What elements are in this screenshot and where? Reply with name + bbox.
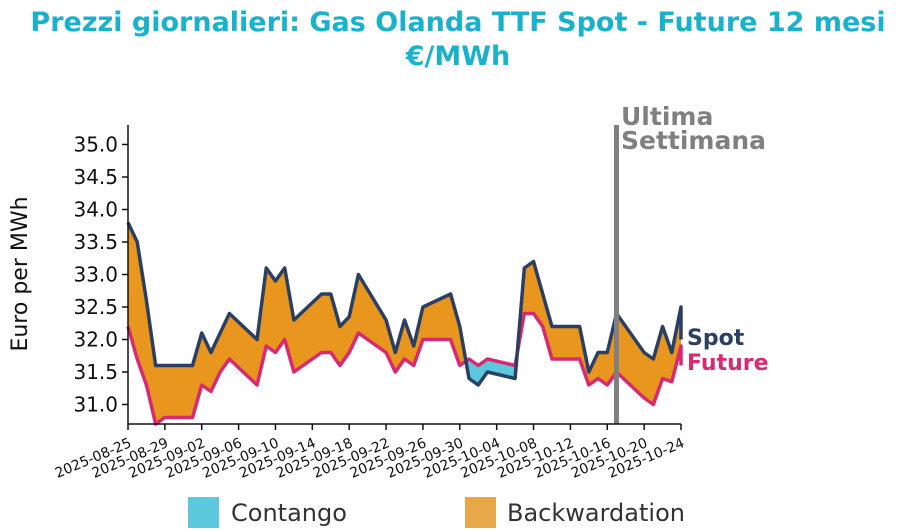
backwardation-area	[128, 222, 466, 424]
ultima-settimana-marker: Ultima Settimana	[613, 102, 766, 424]
y-tick-label: 35.0	[73, 133, 118, 157]
y-tick-label: 33.5	[73, 230, 118, 254]
y-tick-label: 32.0	[73, 328, 118, 352]
marker-label-ultima: Ultima	[621, 102, 713, 131]
legend-label-backwardation: Backwardation	[507, 499, 685, 527]
end-label-spot: Spot	[687, 326, 745, 351]
legend-swatch-backwardation	[465, 497, 496, 528]
future-line	[126, 311, 683, 426]
legend: Contango Backwardation	[188, 497, 685, 528]
legend-label-contango: Contango	[231, 499, 347, 527]
y-tick-label: 34.5	[73, 165, 118, 189]
y-tick-label: 31.5	[73, 360, 118, 384]
y-tick-label: 32.5	[73, 295, 118, 319]
y-tick-label: 34.0	[73, 198, 118, 222]
marker-label-settimana: Settimana	[621, 126, 766, 155]
spot-line	[126, 221, 683, 387]
end-label-future: Future	[687, 351, 769, 376]
area-fills	[128, 222, 681, 424]
y-tick-label: 31.0	[73, 393, 118, 417]
legend-swatch-contango	[188, 497, 219, 528]
series-lines	[126, 221, 683, 426]
axes: 31.031.532.032.533.033.534.034.535.02025…	[53, 125, 687, 482]
y-axis-label: Euro per MWh	[8, 196, 33, 351]
backwardation-area	[517, 261, 681, 405]
contango-area	[465, 353, 518, 385]
y-tick-label: 33.0	[73, 263, 118, 287]
chart-subtitle: €/MWh	[405, 41, 511, 72]
chart-title: Prezzi giornalieri: Gas Olanda TTF Spot …	[30, 7, 885, 38]
